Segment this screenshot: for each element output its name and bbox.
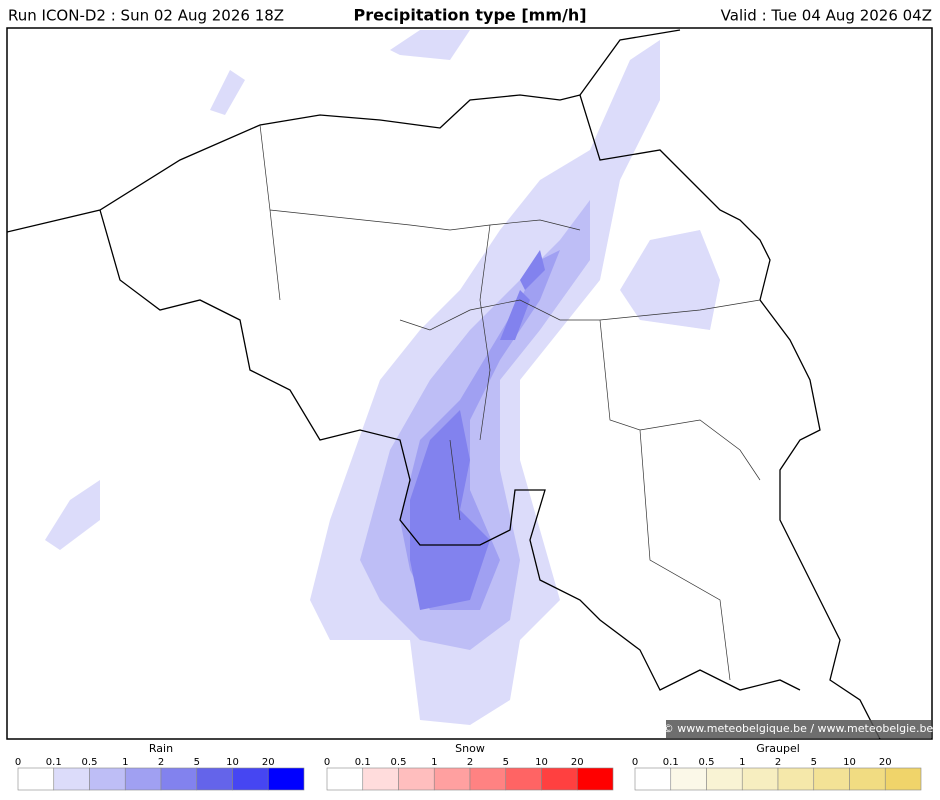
legend-label: 0.5 bbox=[82, 757, 98, 768]
legend-label: 2 bbox=[775, 757, 781, 768]
legend-label: 10 bbox=[226, 757, 239, 768]
legend-swatch bbox=[849, 767, 886, 791]
legend-title: Rain bbox=[149, 742, 173, 755]
credit: © www.meteobelgique.be / www.meteobelgie… bbox=[663, 722, 934, 735]
legend-swatch bbox=[505, 767, 542, 791]
precipitation bbox=[45, 30, 720, 725]
legend-label: 0.1 bbox=[46, 757, 62, 768]
legend-swatch bbox=[160, 767, 198, 791]
legend-swatch bbox=[53, 767, 90, 791]
legend-swatch bbox=[232, 767, 269, 791]
legend-label: 10 bbox=[535, 757, 548, 768]
legend-label: 0.1 bbox=[663, 757, 679, 768]
legend-swatch bbox=[89, 767, 126, 791]
legend-label: 0 bbox=[632, 757, 638, 768]
legend-swatch bbox=[741, 767, 779, 791]
legend-swatch bbox=[124, 767, 162, 791]
legend-label: 2 bbox=[158, 757, 164, 768]
run-label: Run ICON-D2 : Sun 02 Aug 2026 18Z bbox=[8, 7, 284, 25]
provinces bbox=[259, 124, 761, 681]
legend-swatch bbox=[706, 767, 743, 791]
legend-title: Graupel bbox=[756, 742, 800, 755]
legend-label: 0.5 bbox=[699, 757, 715, 768]
legend-swatch bbox=[326, 767, 364, 791]
legend-swatch bbox=[17, 767, 55, 791]
legend-swatch bbox=[576, 767, 614, 791]
legend-swatch bbox=[362, 767, 399, 791]
legend-swatch bbox=[541, 767, 578, 791]
legend-label: 20 bbox=[571, 757, 584, 768]
borders bbox=[7, 29, 881, 739]
legend-label: 20 bbox=[262, 757, 275, 768]
map-title: Precipitation type [mm/h] bbox=[353, 6, 586, 25]
legend-swatch bbox=[670, 767, 707, 791]
legend-label: 20 bbox=[879, 757, 892, 768]
legend-label: 1 bbox=[122, 757, 128, 768]
legend-label: 1 bbox=[431, 757, 437, 768]
legend-swatch bbox=[469, 767, 507, 791]
legend-label: 0.1 bbox=[355, 757, 371, 768]
legend-swatch bbox=[777, 767, 815, 791]
legend-label: 0 bbox=[15, 757, 21, 768]
valid-label: Valid : Tue 04 Aug 2026 04Z bbox=[721, 7, 932, 25]
legend-label: 2 bbox=[467, 757, 473, 768]
legend-swatch bbox=[267, 767, 305, 791]
map: © www.meteobelgique.be / www.meteobelgie… bbox=[6, 27, 934, 740]
legend-title: Snow bbox=[455, 742, 485, 755]
legend-swatch bbox=[398, 767, 435, 791]
legend-swatch bbox=[433, 767, 471, 791]
legend-swatch bbox=[813, 767, 850, 791]
legend-label: 5 bbox=[811, 757, 817, 768]
legend-label: 10 bbox=[843, 757, 856, 768]
legend-swatch bbox=[196, 767, 233, 791]
legend-label: 1 bbox=[739, 757, 745, 768]
legend-label: 5 bbox=[503, 757, 509, 768]
legend-swatch bbox=[634, 767, 672, 791]
legend-label: 0.5 bbox=[391, 757, 407, 768]
legend-label: 0 bbox=[324, 757, 330, 768]
legend-swatch bbox=[884, 767, 922, 791]
legend-label: 5 bbox=[194, 757, 200, 768]
